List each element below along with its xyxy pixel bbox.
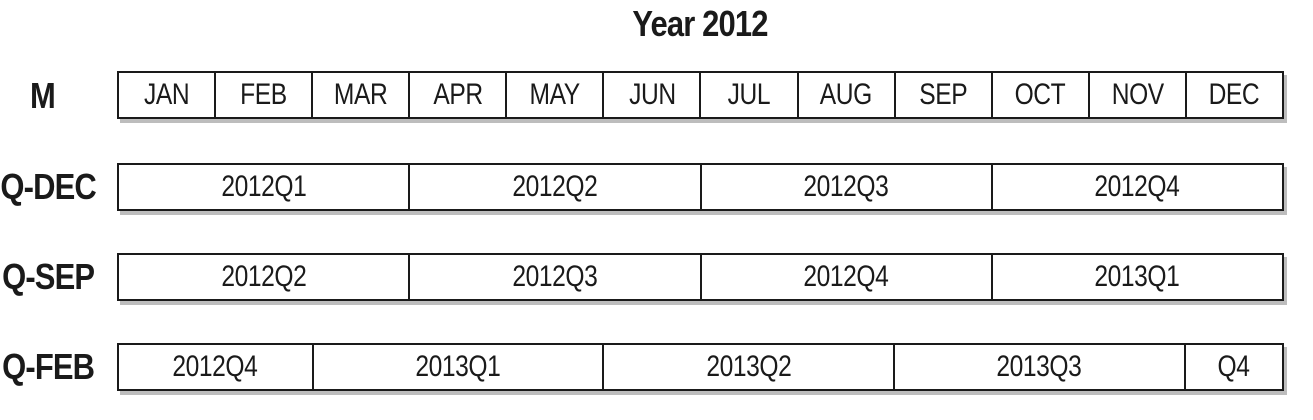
cell-text: DEC [1209, 78, 1260, 111]
cell-month: SEP [896, 73, 993, 117]
cell-text: JAN [143, 78, 190, 111]
cell-quarter: Q4 [1186, 345, 1282, 389]
bar-monthly: JAN FEB MAR APR MAY JUN JUL AUG SEP OCT … [117, 71, 1284, 119]
row-label-q-dec: Q-DEC [0, 166, 96, 207]
cell-text: 2013Q2 [706, 350, 792, 383]
cell-text: 2012Q2 [512, 170, 598, 203]
cell-month: MAR [313, 73, 411, 117]
cell-quarter: 2012Q3 [702, 165, 993, 209]
cell-quarter: 2013Q1 [993, 255, 1282, 299]
cell-text: 2012Q4 [803, 260, 889, 293]
diagram-title: Year 2012 [632, 3, 768, 44]
cell-month: JAN [119, 73, 217, 117]
cell-text: 2013Q1 [415, 350, 501, 383]
cell-text: AUG [820, 78, 873, 111]
cell-quarter: 2013Q3 [895, 345, 1186, 389]
cell-month: OCT [993, 73, 1090, 117]
cell-quarter: 2012Q2 [410, 165, 702, 209]
cell-month: NOV [1090, 73, 1187, 117]
cell-text: MAR [333, 78, 388, 111]
cell-text: JUL [727, 78, 771, 111]
bar-q-feb: 2012Q4 2013Q1 2013Q2 2013Q3 Q4 [117, 343, 1284, 391]
cell-month: MAY [507, 73, 605, 117]
cell-quarter: 2012Q4 [702, 255, 993, 299]
cell-month: JUN [604, 73, 702, 117]
cell-quarter: 2012Q1 [119, 165, 411, 209]
cell-text: Q4 [1217, 350, 1250, 383]
cell-quarter: 2012Q3 [410, 255, 702, 299]
cell-text: 2012Q2 [221, 260, 307, 293]
cell-text: 2013Q1 [1094, 260, 1180, 293]
cell-month: APR [410, 73, 508, 117]
cell-month: DEC [1187, 73, 1282, 117]
cell-text: 2012Q1 [221, 170, 307, 203]
cell-text: OCT [1014, 78, 1066, 111]
cell-quarter: 2013Q2 [604, 345, 895, 389]
cell-month: FEB [216, 73, 314, 117]
cell-text: MAY [529, 78, 581, 111]
row-label-q-feb: Q-FEB [2, 346, 95, 387]
row-label-q-sep: Q-SEP [2, 256, 95, 297]
cell-text: NOV [1111, 78, 1164, 111]
cell-month: AUG [799, 73, 896, 117]
cell-text: FEB [240, 78, 287, 111]
cell-text: 2012Q3 [803, 170, 889, 203]
cell-text: 2012Q4 [1094, 170, 1180, 203]
cell-quarter: 2012Q2 [119, 255, 411, 299]
cell-text: 2013Q3 [996, 350, 1082, 383]
cell-text: 2012Q4 [172, 350, 258, 383]
cell-month: JUL [701, 73, 799, 117]
cell-text: JUN [628, 78, 676, 111]
row-label-m: M [30, 75, 56, 116]
cell-quarter: 2012Q4 [119, 345, 314, 389]
cell-quarter: 2013Q1 [314, 345, 605, 389]
cell-quarter: 2012Q4 [993, 165, 1282, 209]
cell-text: SEP [919, 78, 968, 111]
cell-text: 2012Q3 [512, 260, 598, 293]
bar-q-dec: 2012Q1 2012Q2 2012Q3 2012Q4 [117, 163, 1284, 211]
bar-q-sep: 2012Q2 2012Q3 2012Q4 2013Q1 [117, 253, 1284, 301]
cell-text: APR [433, 78, 483, 111]
